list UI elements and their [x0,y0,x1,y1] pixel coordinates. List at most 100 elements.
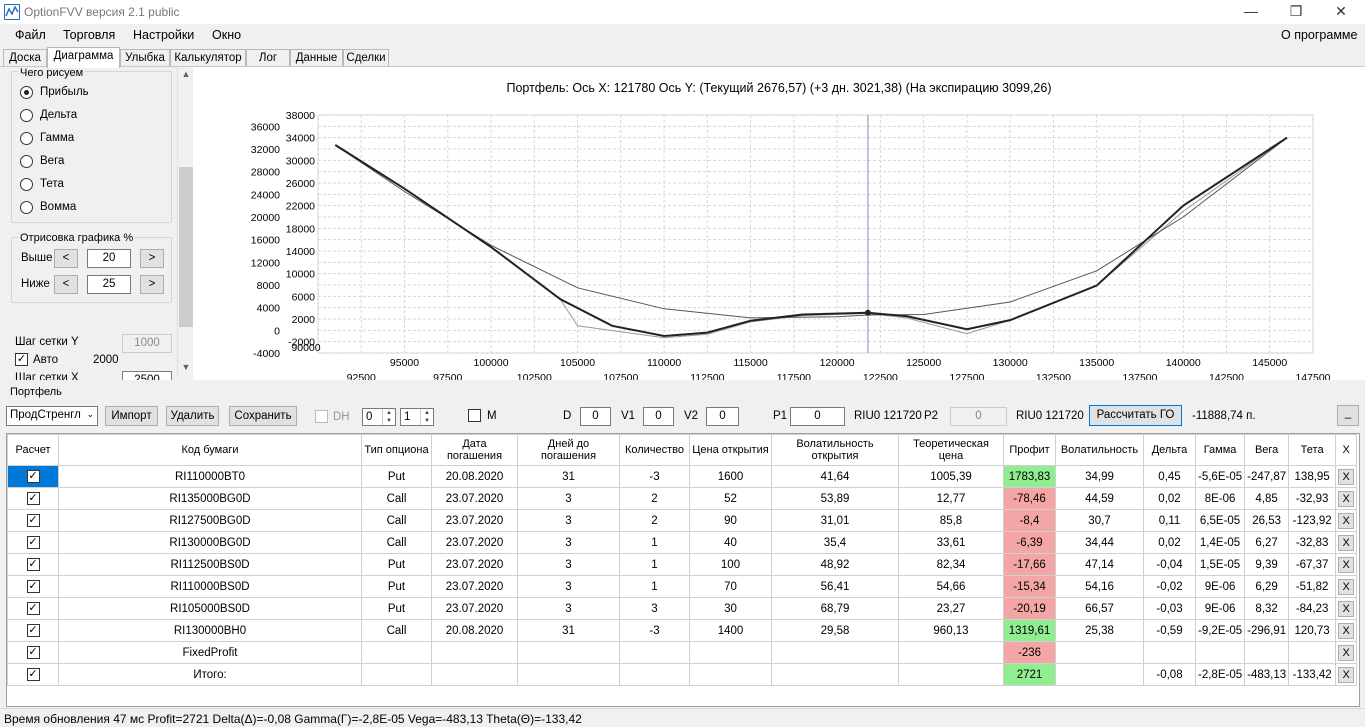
delete-row-button[interactable]: X [1338,468,1355,485]
delete-row-button[interactable]: X [1338,534,1355,551]
table-row[interactable]: ✓ RI110000BS0D Put 23.07.2020 3 1 70 56,41 54,66… [7,575,1358,598]
menu-file[interactable]: Файл [15,28,46,42]
collapse-button[interactable]: _ [1337,405,1359,426]
auto-checkbox[interactable]: ✓ [15,353,28,366]
tab-diagram[interactable]: Диаграмма [47,47,120,68]
m-checkbox[interactable] [468,409,481,422]
table-row[interactable]: ✓ RI130000BH0 Call 20.08.2020 31 -3 1400 29,58 9… [7,619,1358,642]
save-button[interactable]: Сохранить [229,406,297,426]
calc-checkbox[interactable]: ✓ [26,668,40,681]
scroll-thumb[interactable] [179,167,193,327]
grid-x-input[interactable]: 2500 [122,371,172,380]
delete-button[interactable]: Удалить [166,406,219,426]
column-header[interactable]: Расчет [7,434,59,466]
column-header[interactable]: Профит [1003,434,1056,466]
column-header[interactable]: Цена открытия [689,434,772,466]
tab-board[interactable]: Доска [3,49,47,67]
column-header[interactable]: Волатильность [1055,434,1144,466]
below-decrease-button[interactable]: < [54,275,78,294]
delete-row-button[interactable]: X [1338,490,1355,507]
tab-calculator[interactable]: Калькулятор [170,49,246,67]
table-row[interactable]: ✓ FixedProfit -236 X [7,641,1358,664]
table-row[interactable]: ✓ RI112500BS0D Put 23.07.2020 3 1 100 48,92 82,3… [7,553,1358,576]
above-input[interactable]: 20 [87,249,131,268]
tab-smile[interactable]: Улыбка [120,49,170,67]
calc-margin-button[interactable]: Рассчитать ГО [1089,405,1182,426]
column-header[interactable]: Теоретическая цена [898,434,1004,466]
menu-about[interactable]: О программе [1281,28,1358,42]
p1-input[interactable]: 0 [790,407,845,426]
calc-checkbox[interactable]: ✓ [26,580,40,593]
menu-window[interactable]: Окно [212,28,242,42]
d-input[interactable]: 0 [580,407,611,426]
table-row[interactable]: ✓ RI127500BG0D Call 23.07.2020 3 2 90 31,01 85,8… [7,509,1358,532]
column-header[interactable]: X [1335,434,1358,466]
table-row[interactable]: ✓ RI135000BG0D Call 23.07.2020 3 2 52 53,89 12,7… [7,487,1358,510]
minimize-icon[interactable]: — [1244,3,1258,19]
payoff-chart[interactable]: Портфель: Ось X: 121780 Ось Y: (Текущий … [193,67,1365,384]
column-header[interactable]: Количество [619,434,690,466]
radio-dot[interactable] [20,178,33,191]
below-input[interactable]: 25 [87,275,131,294]
scroll-up-icon[interactable]: ▲ [181,69,191,79]
calc-checkbox[interactable]: ✓ [26,558,40,571]
calc-checkbox[interactable]: ✓ [26,470,40,483]
calc-checkbox[interactable]: ✓ [26,646,40,659]
grid-y-input[interactable]: 1000 [122,334,172,353]
radio-label: Прибыль [40,86,89,98]
below-increase-button[interactable]: > [140,275,164,294]
column-header[interactable]: Дельта [1143,434,1196,466]
column-header[interactable]: Тета [1288,434,1337,466]
radio-dot[interactable] [20,86,33,99]
calc-checkbox[interactable]: ✓ [26,536,40,549]
column-header[interactable]: Дата погашения [431,434,518,466]
dh-spin-2[interactable]: 1 ▲ ▼ [400,408,434,426]
restore-icon[interactable]: ❐ [1289,3,1303,19]
tab-deals[interactable]: Сделки [343,49,389,67]
delete-row-button[interactable]: X [1338,578,1355,595]
radio-dot[interactable] [20,109,33,122]
column-header[interactable]: Код бумаги [58,434,362,466]
spin-arrows-icon[interactable]: ▲ ▼ [382,409,395,425]
v2-input[interactable]: 0 [706,407,739,426]
delete-row-button[interactable]: X [1338,556,1355,573]
spin-arrows-icon[interactable]: ▲ ▼ [420,409,433,425]
column-header[interactable]: Вега [1244,434,1290,466]
tab-data[interactable]: Данные [290,49,343,67]
dh-spin-1[interactable]: 0 ▲ ▼ [362,408,396,426]
radio-dot[interactable] [20,155,33,168]
above-decrease-button[interactable]: < [54,249,78,268]
menu-settings[interactable]: Настройки [133,28,195,42]
delete-row-button[interactable]: X [1338,666,1355,683]
calc-checkbox[interactable]: ✓ [26,624,40,637]
column-header[interactable]: Волатильность открытия [771,434,899,466]
menu-trading[interactable]: Торговля [63,28,116,42]
table-row[interactable]: ✓ RI110000BT0 Put 20.08.2020 31 -3 1600 41,64 10… [7,465,1358,488]
delete-row-button[interactable]: X [1338,600,1355,617]
table-cell: 1005,39 [898,465,1004,488]
calc-checkbox[interactable]: ✓ [26,602,40,615]
scroll-down-icon[interactable]: ▼ [181,362,191,372]
table-row[interactable]: ✓ RI130000BG0D Call 23.07.2020 3 1 40 35,4 33,61… [7,531,1358,554]
calc-checkbox[interactable]: ✓ [26,492,40,505]
column-header[interactable]: Дней до погашения [517,434,620,466]
radio-dot[interactable] [20,132,33,145]
above-increase-button[interactable]: > [140,249,164,268]
v1-input[interactable]: 0 [643,407,674,426]
p2-input[interactable]: 0 [950,407,1007,426]
import-button[interactable]: Импорт [105,406,158,426]
close-icon[interactable]: ✕ [1335,3,1347,19]
settings-scrollbar[interactable]: ▲ ▼ [177,67,193,377]
delete-row-button[interactable]: X [1338,512,1355,529]
delete-row-button[interactable]: X [1338,622,1355,639]
column-header[interactable]: Тип опциона [361,434,432,466]
table-row[interactable]: ✓ RI105000BS0D Put 23.07.2020 3 3 30 68,79 23,27… [7,597,1358,620]
dh-checkbox[interactable] [315,410,328,423]
radio-dot[interactable] [20,201,33,214]
portfolio-select[interactable]: ПродСтренгл ⌄ [6,406,98,426]
column-header[interactable]: Гамма [1194,434,1246,466]
tab-log[interactable]: Лог [246,49,290,67]
delete-row-button[interactable]: X [1338,644,1355,661]
calc-checkbox[interactable]: ✓ [26,514,40,527]
table-row[interactable]: ✓ Итого: 2721 -0,08 -2,8E-05 -483,13 -133,42 X [7,663,1358,686]
